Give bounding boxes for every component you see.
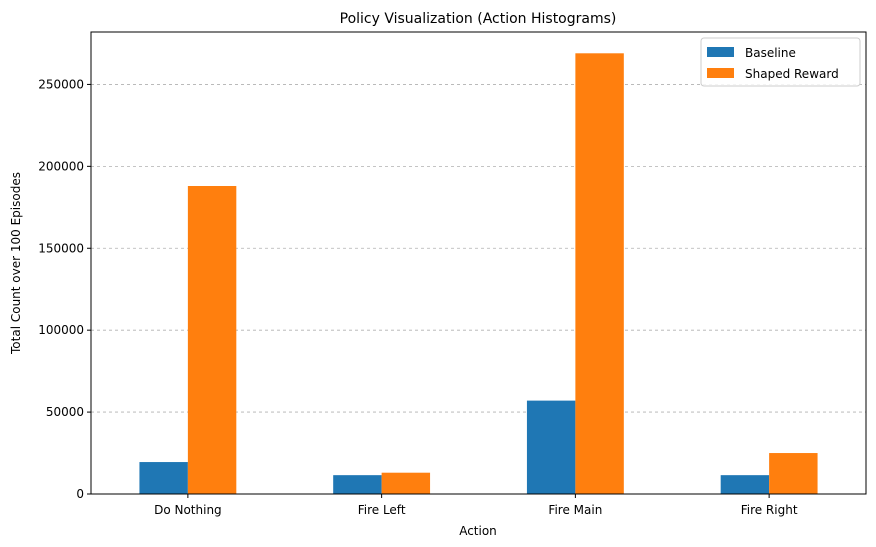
legend-label: Baseline <box>745 46 796 60</box>
legend-swatch <box>707 47 734 57</box>
bar-baseline-fire-right <box>720 475 770 494</box>
chart-title: Policy Visualization (Action Histograms) <box>340 11 617 27</box>
bar-baseline-do-nothing <box>139 462 188 494</box>
legend-label: Shaped Reward <box>745 67 839 81</box>
x-axis: Do Nothing Fire Left Fire Main Fire Right <box>154 494 798 517</box>
bar-shaped-reward-fire-right <box>769 453 818 494</box>
y-tick-label: 200000 <box>38 159 84 173</box>
bar-shaped-reward-fire-main <box>575 53 624 494</box>
x-tick-label: Do Nothing <box>154 503 222 517</box>
legend-box <box>700 37 861 87</box>
legend: Baseline Shaped Reward <box>700 37 861 87</box>
legend-swatch <box>707 68 734 78</box>
x-tick-label: Fire Right <box>741 503 798 517</box>
y-tick-label: 150000 <box>38 241 84 255</box>
x-tick-label: Fire Main <box>548 503 602 517</box>
plot-frame <box>90 31 867 495</box>
bar-shaped-reward-do-nothing <box>187 186 237 494</box>
y-tick-label: 0 <box>76 487 84 501</box>
bar-baseline-fire-left <box>333 475 382 494</box>
bars-layer <box>139 53 818 494</box>
x-axis-label: Action <box>459 524 497 538</box>
x-tick-label: Fire Left <box>358 503 406 517</box>
y-tick-label: 250000 <box>38 77 84 91</box>
y-axis: 0 50000 100000 150000 200000 250000 <box>38 77 91 501</box>
y-tick-label: 100000 <box>38 323 84 337</box>
y-axis-label: Total Count over 100 Episodes <box>9 172 23 355</box>
bar-shaped-reward-fire-left <box>381 472 431 494</box>
y-tick-label: 50000 <box>46 405 84 419</box>
bar-baseline-fire-main <box>526 400 576 494</box>
